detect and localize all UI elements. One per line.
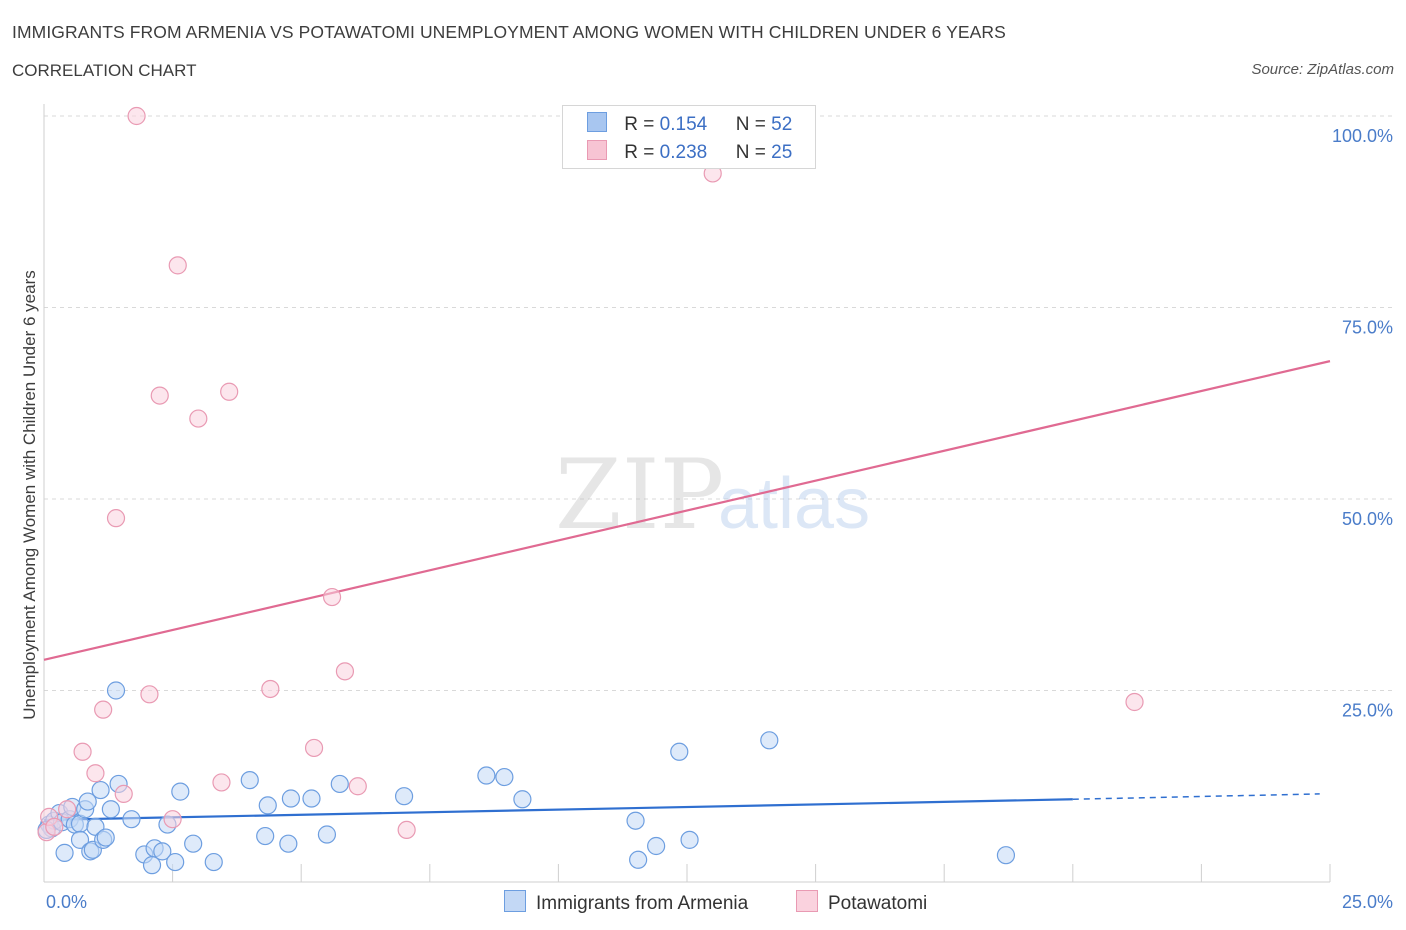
point-armenia (670, 742, 689, 761)
point-armenia (258, 796, 277, 815)
legend-row-potawatomi: R = 0.238 N = 25 (587, 140, 792, 164)
point-armenia (281, 789, 301, 808)
legend-r-value: 0.238 (659, 142, 708, 163)
watermark-zip: ZIP (555, 439, 724, 551)
point-potawatomi (114, 784, 133, 804)
legend-n-value: 52 (771, 114, 793, 135)
trend-line-potawatomi (43, 360, 1331, 661)
y-tick-label: 25.0% (1342, 701, 1393, 721)
point-armenia (394, 787, 414, 806)
point-potawatomi (348, 777, 367, 796)
point-armenia (477, 766, 496, 785)
point-potawatomi (106, 509, 126, 528)
stats-legend: R = 0.154 N = 52 R = 0.238 N = 25 (562, 105, 816, 169)
x-tick-label: 0.0% (46, 892, 87, 912)
point-potawatomi (261, 679, 280, 699)
point-armenia (78, 792, 97, 811)
point-armenia (55, 843, 74, 862)
trend-lines (43, 360, 1331, 822)
point-armenia (91, 780, 110, 800)
legend-swatch-potawatomi (587, 140, 607, 160)
point-potawatomi (127, 106, 146, 126)
chart-title: IMMIGRANTS FROM ARMENIA VS POTAWATOMI UN… (12, 22, 1006, 42)
point-potawatomi (397, 820, 416, 840)
point-potawatomi (322, 587, 342, 607)
point-armenia (513, 790, 532, 809)
legend-r-value: 0.154 (659, 114, 708, 135)
legend-n-label: N = (735, 142, 766, 163)
point-potawatomi (94, 700, 113, 719)
watermark: ZIP atlas (555, 439, 870, 551)
point-armenia (256, 826, 275, 846)
point-armenia (317, 825, 337, 844)
legend-n-value: 25 (771, 142, 793, 163)
point-armenia (996, 846, 1016, 865)
point-potawatomi (304, 738, 324, 758)
bottom-legend-swatch-potawatomi (796, 890, 818, 912)
point-armenia (647, 836, 666, 856)
source-label: Source: ZipAtlas.com (1251, 61, 1394, 78)
point-potawatomi (220, 382, 239, 401)
point-armenia (153, 842, 172, 861)
y-tick-label: 50.0% (1342, 509, 1393, 529)
point-armenia (629, 850, 648, 869)
point-potawatomi (45, 817, 64, 836)
bottom-legend-potawatomi: Potawatomi (796, 890, 927, 915)
point-armenia (70, 830, 90, 849)
trend-line-extension (1072, 793, 1320, 801)
legend-row-armenia: R = 0.154 N = 52 (587, 112, 792, 136)
legend-swatch-armenia (587, 112, 607, 132)
axes (43, 104, 1331, 883)
trend-line-armenia (43, 798, 1073, 822)
y-tick-label: 75.0% (1342, 318, 1393, 338)
point-armenia (302, 789, 321, 808)
y-axis-label: Unemployment Among Women with Children U… (20, 270, 39, 719)
point-potawatomi (1125, 692, 1144, 712)
bottom-legend-armenia: Immigrants from Armenia (504, 890, 748, 915)
point-armenia (96, 828, 115, 847)
gridlines (44, 115, 1392, 691)
legend-r-label: R = (624, 114, 655, 135)
point-armenia (240, 771, 259, 790)
bottom-legend-label-armenia: Immigrants from Armenia (536, 893, 749, 914)
point-armenia (626, 811, 645, 830)
legend-n-label: N = (735, 114, 766, 135)
point-potawatomi (168, 256, 187, 275)
point-armenia (279, 834, 298, 853)
point-potawatomi (58, 800, 77, 819)
point-potawatomi (189, 409, 208, 428)
point-potawatomi (212, 773, 231, 792)
bottom-legend-label-potawatomi: Potawatomi (828, 893, 928, 914)
point-potawatomi (86, 764, 105, 783)
x-tick-label: 25.0% (1342, 892, 1393, 912)
point-armenia (760, 731, 779, 750)
point-armenia (166, 852, 185, 872)
point-armenia (101, 800, 120, 819)
point-potawatomi (335, 662, 355, 681)
point-armenia (495, 767, 514, 787)
point-potawatomi (150, 386, 169, 405)
point-potawatomi (140, 685, 159, 704)
point-armenia (184, 834, 203, 853)
point-potawatomi (163, 810, 182, 829)
point-armenia (204, 852, 223, 872)
point-armenia (122, 810, 141, 829)
point-armenia (330, 774, 349, 794)
data-points (37, 106, 1144, 875)
point-armenia (106, 681, 126, 700)
chart-subtitle: CORRELATION CHART (12, 61, 197, 80)
bottom-legend-swatch-armenia (504, 890, 526, 912)
watermark-atlas: atlas (718, 464, 870, 544)
point-potawatomi (73, 742, 92, 761)
tick-labels: 25.0% 50.0% 75.0% 100.0% 0.0% 25.0% (46, 126, 1393, 912)
y-tick-label: 100.0% (1332, 126, 1393, 146)
legend-r-label: R = (624, 142, 655, 163)
point-armenia (171, 782, 190, 801)
point-armenia (680, 830, 699, 849)
